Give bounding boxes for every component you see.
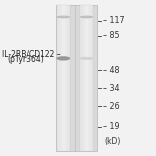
Text: – 117: – 117: [103, 16, 124, 25]
Bar: [81, 5, 82, 151]
Bar: [90, 5, 91, 151]
Bar: [87, 5, 88, 151]
Ellipse shape: [56, 16, 70, 18]
Bar: [92, 5, 93, 151]
Bar: [60, 5, 61, 151]
Bar: [69, 5, 70, 151]
Ellipse shape: [80, 16, 93, 18]
Text: – 48: – 48: [103, 66, 119, 75]
Bar: [88, 5, 89, 151]
Text: (pTyr364): (pTyr364): [8, 55, 44, 64]
Bar: [91, 5, 92, 151]
Bar: [82, 5, 83, 151]
Ellipse shape: [80, 57, 93, 60]
Text: IL-2RB/CD122 –: IL-2RB/CD122 –: [2, 49, 61, 58]
Bar: [56, 5, 97, 151]
Bar: [57, 5, 70, 151]
Bar: [64, 5, 65, 151]
Bar: [63, 5, 64, 151]
Bar: [59, 5, 60, 151]
Bar: [86, 5, 87, 151]
Text: – 19: – 19: [103, 122, 119, 131]
Bar: [80, 5, 81, 151]
Text: – 85: – 85: [103, 31, 119, 40]
Text: – 34: – 34: [103, 84, 119, 93]
Bar: [67, 5, 68, 151]
Bar: [65, 5, 66, 151]
Bar: [89, 5, 90, 151]
Bar: [57, 5, 58, 151]
Bar: [62, 5, 63, 151]
Ellipse shape: [56, 56, 70, 61]
Bar: [84, 5, 85, 151]
Bar: [61, 5, 62, 151]
Bar: [58, 5, 59, 151]
Bar: [80, 5, 93, 151]
Bar: [83, 5, 84, 151]
Text: (kD): (kD): [104, 137, 121, 146]
Bar: [85, 5, 86, 151]
Text: – 26: – 26: [103, 102, 119, 111]
Bar: [68, 5, 69, 151]
Bar: [66, 5, 67, 151]
